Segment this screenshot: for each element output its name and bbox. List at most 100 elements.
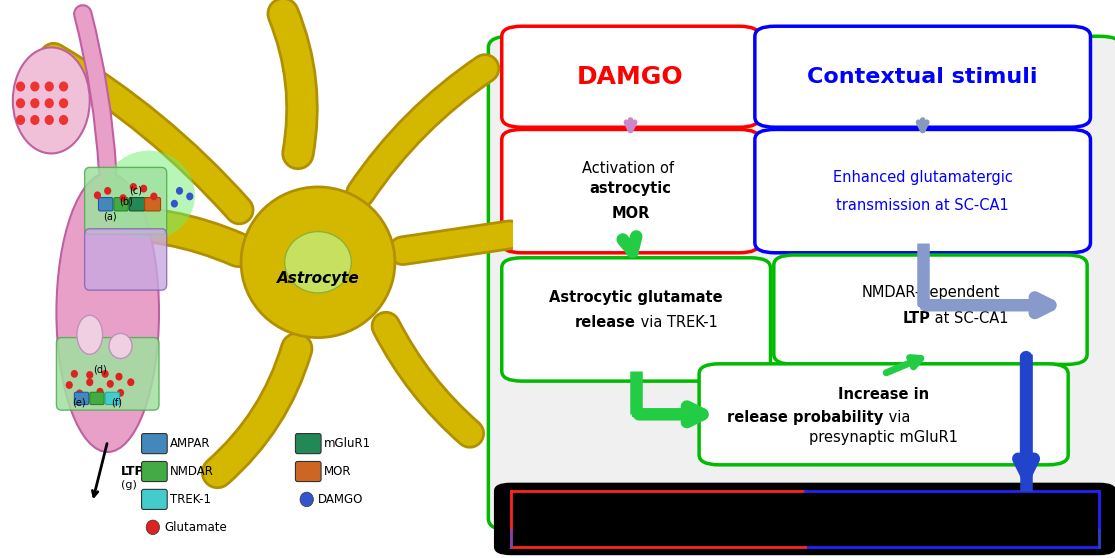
Circle shape <box>117 389 124 397</box>
FancyBboxPatch shape <box>114 198 128 211</box>
Text: DAMGO: DAMGO <box>578 65 683 89</box>
Text: AMPAR: AMPAR <box>171 437 211 450</box>
FancyBboxPatch shape <box>98 198 113 211</box>
Circle shape <box>76 389 84 397</box>
Text: release: release <box>575 315 636 330</box>
FancyArrowPatch shape <box>83 14 107 170</box>
Circle shape <box>300 492 313 507</box>
Text: DAMGO: DAMGO <box>318 493 363 506</box>
FancyArrowPatch shape <box>283 14 302 153</box>
Text: via TREK-1: via TREK-1 <box>636 315 718 330</box>
Circle shape <box>86 378 94 386</box>
Circle shape <box>129 183 137 191</box>
Circle shape <box>59 98 68 108</box>
Circle shape <box>45 81 54 92</box>
Text: NMDAR: NMDAR <box>171 465 214 478</box>
FancyArrowPatch shape <box>95 223 239 250</box>
FancyBboxPatch shape <box>145 198 161 211</box>
FancyBboxPatch shape <box>75 392 89 405</box>
Ellipse shape <box>241 187 395 338</box>
FancyBboxPatch shape <box>774 255 1087 364</box>
Ellipse shape <box>77 315 103 354</box>
FancyBboxPatch shape <box>295 434 321 454</box>
Ellipse shape <box>103 151 195 240</box>
Circle shape <box>151 193 157 200</box>
Text: Activation of: Activation of <box>582 161 679 176</box>
Circle shape <box>186 193 193 200</box>
Text: mGluR1: mGluR1 <box>324 437 371 450</box>
FancyBboxPatch shape <box>502 26 759 127</box>
Circle shape <box>66 381 72 389</box>
Text: TREK-1: TREK-1 <box>171 493 211 506</box>
Text: via: via <box>883 410 910 425</box>
Text: astrocytic: astrocytic <box>590 181 671 196</box>
Circle shape <box>127 378 135 386</box>
Text: (f): (f) <box>112 398 123 408</box>
Bar <box>918 303 927 307</box>
FancyBboxPatch shape <box>502 258 770 381</box>
FancyBboxPatch shape <box>57 338 159 410</box>
Circle shape <box>30 81 39 92</box>
Text: at SC-CA1: at SC-CA1 <box>930 311 1009 325</box>
FancyBboxPatch shape <box>105 392 119 405</box>
Circle shape <box>16 115 26 125</box>
FancyBboxPatch shape <box>295 461 321 482</box>
FancyBboxPatch shape <box>755 26 1090 127</box>
FancyArrowPatch shape <box>95 223 239 250</box>
Circle shape <box>86 371 94 379</box>
Ellipse shape <box>109 333 132 359</box>
Text: (d): (d) <box>94 365 107 375</box>
FancyBboxPatch shape <box>699 364 1068 465</box>
Text: Astrocytic glutamate: Astrocytic glutamate <box>550 290 723 305</box>
Circle shape <box>96 388 104 396</box>
FancyArrowPatch shape <box>386 326 469 434</box>
FancyBboxPatch shape <box>89 392 104 405</box>
Ellipse shape <box>57 173 159 452</box>
Circle shape <box>146 520 159 535</box>
Ellipse shape <box>13 47 89 153</box>
Circle shape <box>45 98 54 108</box>
FancyBboxPatch shape <box>142 489 167 509</box>
FancyArrowPatch shape <box>54 57 240 210</box>
Circle shape <box>30 98 39 108</box>
Text: (c): (c) <box>129 186 143 196</box>
Text: MOR: MOR <box>324 465 351 478</box>
Text: Glutamate: Glutamate <box>164 521 226 534</box>
FancyArrowPatch shape <box>386 326 469 434</box>
Text: (a): (a) <box>104 211 117 222</box>
Circle shape <box>101 370 109 378</box>
Text: Contextual stimuli: Contextual stimuli <box>807 67 1038 86</box>
FancyBboxPatch shape <box>142 434 167 454</box>
Circle shape <box>119 194 127 202</box>
FancyBboxPatch shape <box>494 483 1115 555</box>
FancyArrowPatch shape <box>360 69 485 193</box>
Text: (e): (e) <box>71 398 85 408</box>
FancyArrowPatch shape <box>217 349 297 473</box>
FancyArrowPatch shape <box>283 14 302 153</box>
Circle shape <box>94 191 101 199</box>
FancyBboxPatch shape <box>502 129 759 253</box>
Circle shape <box>116 373 123 381</box>
Text: Astrocyte: Astrocyte <box>277 272 359 286</box>
Circle shape <box>107 380 114 388</box>
Circle shape <box>16 81 26 92</box>
FancyArrowPatch shape <box>54 57 240 210</box>
Text: presynaptic mGluR1: presynaptic mGluR1 <box>809 430 958 445</box>
Circle shape <box>104 187 112 195</box>
Text: (b): (b) <box>118 197 133 207</box>
Text: (g): (g) <box>120 480 136 490</box>
Circle shape <box>45 115 54 125</box>
FancyBboxPatch shape <box>755 129 1090 253</box>
Circle shape <box>140 185 147 193</box>
Text: MOR: MOR <box>611 206 650 221</box>
Circle shape <box>59 81 68 92</box>
Text: transmission at SC-CA1: transmission at SC-CA1 <box>836 198 1009 213</box>
Text: NMDAR-dependent: NMDAR-dependent <box>861 286 1000 300</box>
Circle shape <box>171 200 178 208</box>
FancyBboxPatch shape <box>488 36 1115 530</box>
FancyBboxPatch shape <box>85 229 166 290</box>
Text: Enhanced glutamatergic: Enhanced glutamatergic <box>833 170 1012 185</box>
FancyArrowPatch shape <box>83 14 107 170</box>
FancyArrowPatch shape <box>403 235 511 251</box>
FancyBboxPatch shape <box>85 167 166 234</box>
